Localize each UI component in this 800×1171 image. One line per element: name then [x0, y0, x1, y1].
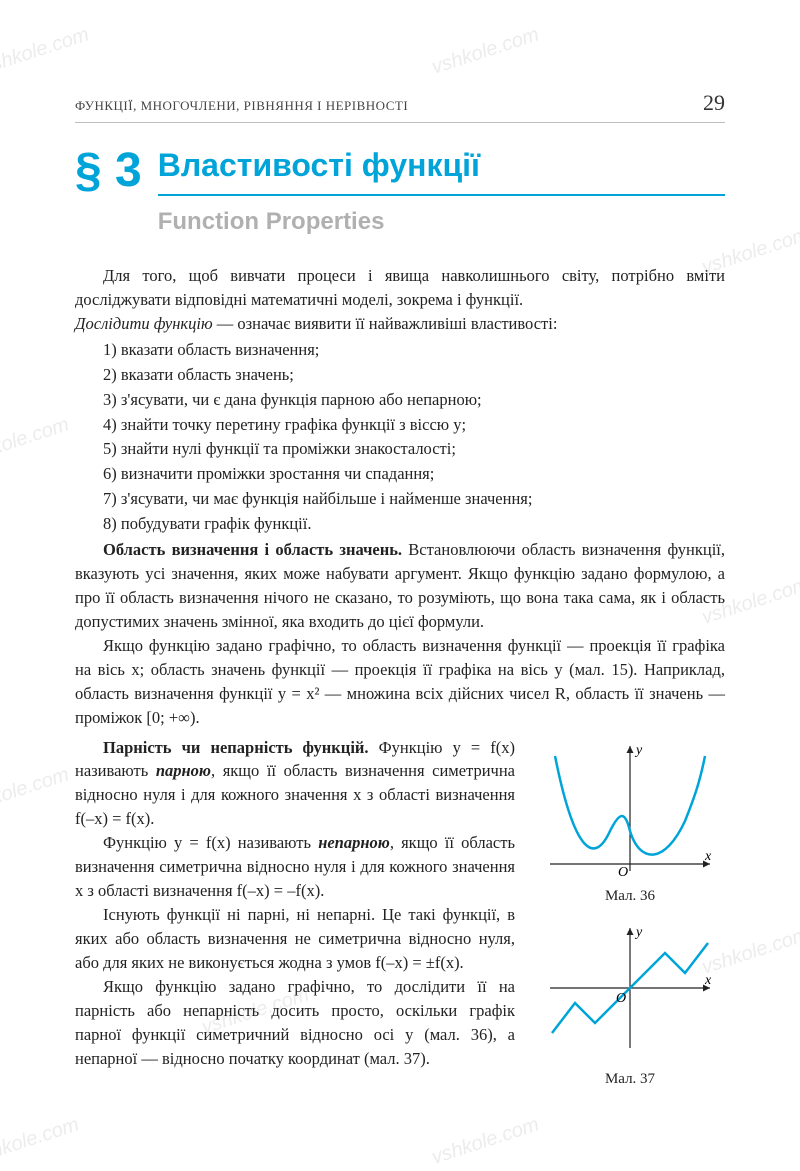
term-domain: Область визначення і область значень.	[103, 540, 402, 559]
list-item: 8) побудувати графік функції.	[103, 512, 725, 536]
list-item: 1) вказати область визначення;	[103, 338, 725, 362]
figure-36: y x O Мал. 36	[535, 736, 725, 909]
y-axis-label: y	[634, 925, 643, 940]
term-odd: непарною	[318, 833, 390, 852]
properties-list: 1) вказати область визначення; 2) вказат…	[103, 338, 725, 536]
term-doslidyty: Дослідити функцію	[75, 314, 213, 333]
section-heading: § 3 Властивості функції Function Propert…	[75, 147, 725, 256]
parity-paragraph: Парність чи непарність функцій. Функцію …	[75, 736, 515, 832]
y-axis-label: y	[634, 743, 643, 758]
term-even: парною	[156, 761, 211, 780]
domain-paragraph: Область визначення і область значень. Вс…	[75, 538, 725, 634]
odd-paragraph: Функцію y = f(x) називають непарною, якщ…	[75, 831, 515, 903]
origin-label: O	[616, 991, 626, 1006]
section-title: Властивості функції	[158, 147, 725, 196]
page-header: ФУНКЦІЇ, МНОГОЧЛЕНИ, РІВНЯННЯ І НЕРІВНОС…	[75, 90, 725, 123]
x-axis-label: x	[704, 973, 712, 988]
even-function-graph-icon: y x O	[540, 736, 720, 876]
figure-36-caption: Мал. 36	[535, 886, 725, 908]
origin-label: O	[618, 865, 628, 876]
intro-paragraph-2: Дослідити функцію — означає виявити її н…	[75, 312, 725, 336]
list-item: 3) з'ясувати, чи є дана функція парною а…	[103, 388, 725, 412]
figure-37: y x O Мал. 37	[535, 918, 725, 1091]
page-number: 29	[703, 90, 725, 116]
section-badge: § 3	[75, 147, 142, 195]
parity-s2a: Функцію y = f(x) називають	[103, 833, 318, 852]
list-item: 6) визначити проміжки зростання чи спада…	[103, 462, 725, 486]
x-axis-label: x	[704, 849, 712, 864]
section-subtitle: Function Properties	[158, 208, 725, 236]
list-item: 7) з'ясувати, чи має функція найбільше і…	[103, 487, 725, 511]
figure-37-caption: Мал. 37	[535, 1069, 725, 1091]
list-item: 2) вказати область значень;	[103, 363, 725, 387]
breadcrumb: ФУНКЦІЇ, МНОГОЧЛЕНИ, РІВНЯННЯ І НЕРІВНОС…	[75, 98, 408, 114]
body-text: Для того, щоб вивчати процеси і явища на…	[75, 264, 725, 1091]
neither-paragraph: Існують функції ні парні, ні непарні. Це…	[75, 903, 515, 975]
term-parity: Парність чи непарність функцій.	[103, 738, 369, 757]
list-item: 5) знайти нулі функції та проміжки знако…	[103, 437, 725, 461]
intro-p2-rest: — означає виявити її найважливіші власти…	[213, 314, 558, 333]
intro-paragraph: Для того, щоб вивчати процеси і явища на…	[75, 264, 725, 312]
list-item: 4) знайти точку перетину графіка функції…	[103, 413, 725, 437]
graph-domain-paragraph: Якщо функцію задано графічно, то область…	[75, 634, 725, 730]
odd-function-graph-icon: y x O	[540, 918, 720, 1058]
graphical-parity-paragraph: Якщо функцію задано графічно, то досліди…	[75, 975, 515, 1071]
